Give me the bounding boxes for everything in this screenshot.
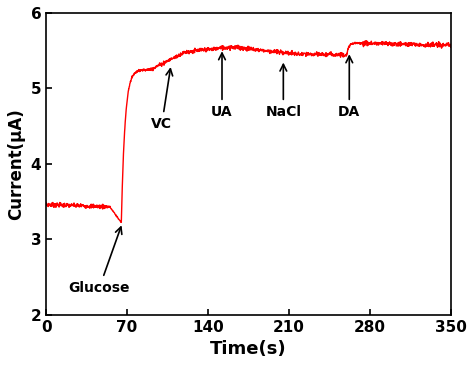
Text: VC: VC (151, 69, 173, 131)
Text: Glucose: Glucose (69, 227, 130, 295)
Text: DA: DA (338, 56, 360, 119)
Y-axis label: Current(μA): Current(μA) (7, 108, 25, 220)
Text: NaCl: NaCl (265, 64, 301, 119)
X-axis label: Time(s): Time(s) (210, 340, 287, 358)
Text: UA: UA (211, 53, 233, 119)
